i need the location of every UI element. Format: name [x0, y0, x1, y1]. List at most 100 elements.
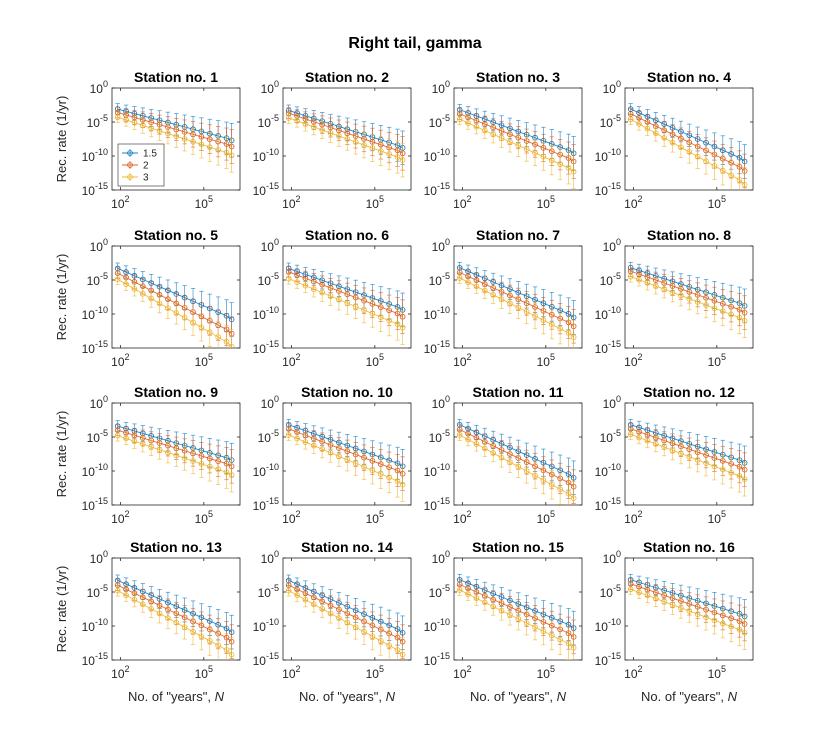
data-point	[394, 321, 401, 327]
data-point	[719, 308, 726, 315]
x-tick-label: 105	[366, 664, 384, 681]
x-tick-label: 102	[282, 509, 300, 526]
series-group	[627, 418, 748, 497]
data-point	[507, 611, 513, 618]
data-point	[319, 606, 325, 612]
y-tick-label: 10-15	[253, 651, 279, 668]
y-tick-label: 10-5	[429, 428, 450, 445]
data-point	[399, 651, 406, 658]
data-point	[652, 130, 659, 137]
data-point	[456, 432, 463, 438]
y-axis-label: Rec. rate (1/yr)	[54, 96, 69, 183]
data-point	[728, 172, 734, 179]
series-line-3	[288, 434, 403, 485]
data-point	[661, 135, 667, 141]
y-tick-label: 10-10	[82, 462, 108, 479]
y-axis-label: Rec. rate (1/yr)	[54, 254, 69, 341]
data-point	[352, 139, 359, 145]
data-point	[215, 642, 221, 649]
data-point	[285, 432, 292, 438]
data-point	[327, 449, 334, 456]
data-point	[711, 305, 718, 311]
data-point	[386, 317, 392, 324]
data-point	[694, 611, 701, 617]
data-point	[548, 481, 555, 488]
data-point	[532, 472, 538, 479]
series-group	[285, 574, 406, 660]
data-point	[548, 632, 555, 639]
y-tick-label: 100	[261, 237, 279, 254]
data-point	[394, 647, 401, 653]
data-point	[652, 441, 659, 447]
panel-title: Station no. 15	[472, 539, 564, 555]
data-point	[344, 136, 351, 142]
data-point	[123, 117, 129, 123]
data-point	[686, 453, 693, 460]
panel-title: Station no. 7	[476, 227, 560, 243]
data-point	[652, 595, 659, 602]
data-point	[736, 473, 743, 479]
legend-marker	[127, 174, 133, 180]
legend-label: 3	[143, 173, 149, 184]
data-point	[377, 471, 384, 477]
data-point	[507, 300, 513, 307]
series-line-3	[630, 118, 745, 185]
data-point	[473, 441, 480, 447]
data-point	[327, 293, 334, 299]
data-point	[565, 640, 572, 647]
data-point	[139, 290, 146, 297]
data-point	[507, 138, 513, 145]
data-point	[377, 314, 384, 320]
data-point	[669, 602, 676, 608]
data-point	[465, 279, 471, 285]
data-point	[711, 617, 718, 624]
data-point	[336, 296, 342, 303]
data-point	[206, 144, 213, 150]
data-point	[694, 153, 701, 160]
y-tick-label: 10-10	[82, 617, 108, 634]
data-point	[294, 435, 300, 442]
data-point	[523, 620, 530, 626]
x-tick-label: 102	[624, 509, 642, 526]
data-point	[165, 449, 171, 456]
data-point	[456, 587, 463, 593]
data-point	[557, 636, 563, 643]
data-point	[627, 273, 634, 280]
y-tick-label: 100	[90, 237, 108, 254]
legend-label: 1.5	[143, 149, 157, 160]
data-point	[173, 619, 180, 626]
series-line-3	[459, 589, 574, 649]
y-tick-label: 100	[603, 549, 621, 566]
x-tick-label: 102	[624, 194, 642, 211]
data-point	[206, 463, 213, 470]
data-point	[540, 477, 547, 483]
y-tick-label: 10-10	[424, 617, 450, 634]
series-line-3	[288, 278, 403, 328]
data-point	[344, 619, 351, 626]
y-tick-label: 100	[603, 79, 621, 96]
y-tick-label: 10-5	[258, 428, 279, 445]
data-point	[310, 286, 317, 292]
data-point	[131, 286, 138, 292]
x-tick-label: 102	[453, 664, 471, 681]
data-point	[703, 158, 709, 165]
data-point	[156, 610, 163, 617]
y-tick-label: 10-10	[82, 147, 108, 164]
series-line-3	[117, 116, 232, 156]
data-point	[490, 131, 496, 138]
data-point	[173, 452, 180, 459]
data-point	[741, 181, 748, 188]
data-point	[548, 321, 555, 328]
data-point	[719, 620, 726, 627]
data-point	[523, 308, 530, 315]
data-point	[336, 615, 342, 621]
series-group	[456, 573, 577, 660]
data-point	[636, 121, 642, 127]
series-line-3	[117, 590, 232, 655]
y-tick-label: 10-10	[595, 305, 621, 322]
data-point	[165, 130, 171, 137]
